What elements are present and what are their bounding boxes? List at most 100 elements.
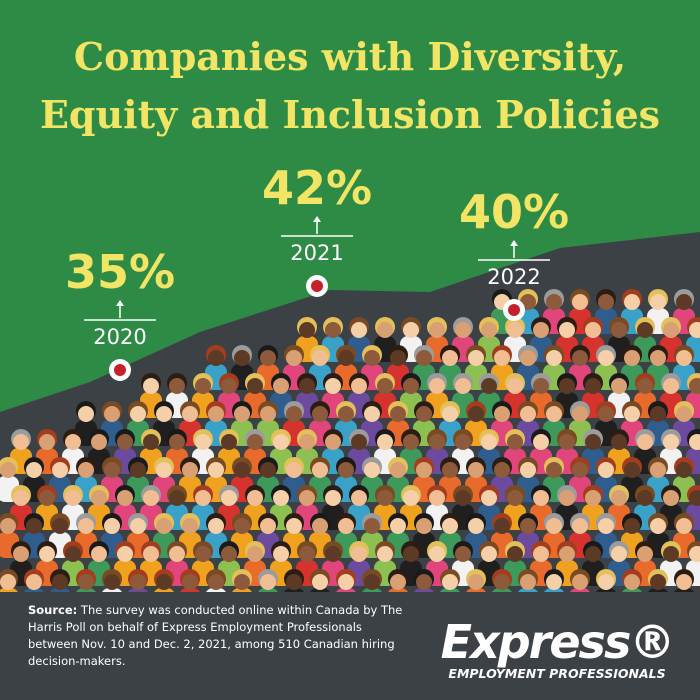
person-head <box>585 322 601 338</box>
person-head <box>130 574 146 590</box>
person-head <box>91 490 107 506</box>
point <box>508 304 520 316</box>
person-head <box>26 462 42 478</box>
person-head <box>26 574 42 590</box>
logo-tagline: EMPLOYMENT PROFESSIONALS <box>448 666 666 681</box>
person-head <box>156 518 172 534</box>
person-head <box>143 546 159 562</box>
person-head <box>533 490 549 506</box>
person-head <box>312 350 328 366</box>
source-label: Source: <box>28 603 78 617</box>
person-head <box>611 546 627 562</box>
person-head <box>585 434 601 450</box>
person-head <box>650 406 666 422</box>
person-head <box>455 490 471 506</box>
source-note: Source: The survey was conducted online … <box>28 602 408 670</box>
person-head <box>273 378 289 394</box>
chart-title: Companies with Diversity, Equity and Inc… <box>39 34 661 137</box>
person-head <box>442 518 458 534</box>
person-head <box>247 546 263 562</box>
person-head <box>390 574 406 590</box>
person-head <box>0 462 16 478</box>
person-head <box>663 490 679 506</box>
arrow-head <box>313 216 321 222</box>
person-head <box>507 378 523 394</box>
person-head <box>91 434 107 450</box>
person-head <box>403 490 419 506</box>
person-head <box>52 462 68 478</box>
person-head <box>546 406 562 422</box>
person-head <box>104 406 120 422</box>
person-head <box>481 546 497 562</box>
person-head <box>611 490 627 506</box>
person-head <box>351 490 367 506</box>
person-head <box>377 378 393 394</box>
person-head <box>299 378 315 394</box>
person-head <box>429 378 445 394</box>
person-head <box>156 462 172 478</box>
crowd <box>0 289 700 614</box>
person-head <box>65 434 81 450</box>
person-head <box>676 350 692 366</box>
person-head <box>572 518 588 534</box>
person-head <box>65 546 81 562</box>
person-head <box>234 518 250 534</box>
person-head <box>507 322 523 338</box>
person-head <box>689 434 700 450</box>
person-head <box>260 518 276 534</box>
person-head <box>650 518 666 534</box>
person-head <box>689 322 700 338</box>
person-head <box>455 378 471 394</box>
person-head <box>208 462 224 478</box>
person-head <box>325 546 341 562</box>
person-head <box>559 546 575 562</box>
person-head <box>507 490 523 506</box>
person-head <box>650 574 666 590</box>
person-head <box>559 322 575 338</box>
person-head <box>494 350 510 366</box>
person-head <box>611 322 627 338</box>
person-head <box>650 294 666 310</box>
person-head <box>169 546 185 562</box>
person-head <box>260 406 276 422</box>
person-head <box>377 490 393 506</box>
person-head <box>156 574 172 590</box>
person-head <box>572 462 588 478</box>
person-head <box>637 490 653 506</box>
person-head <box>39 546 55 562</box>
person-head <box>299 490 315 506</box>
person-head <box>351 378 367 394</box>
person-head <box>182 518 198 534</box>
person-head <box>351 322 367 338</box>
person-head <box>247 434 263 450</box>
person-head <box>390 518 406 534</box>
person-head <box>39 434 55 450</box>
person-head <box>481 378 497 394</box>
person-head <box>182 574 198 590</box>
person-head <box>52 518 68 534</box>
person-head <box>468 350 484 366</box>
person-head <box>117 490 133 506</box>
person-head <box>403 378 419 394</box>
person-head <box>286 518 302 534</box>
person-head <box>351 434 367 450</box>
person-head <box>208 574 224 590</box>
point <box>114 364 126 376</box>
person-head <box>481 434 497 450</box>
person-head <box>117 546 133 562</box>
person-head <box>416 350 432 366</box>
person-head <box>156 406 172 422</box>
person-head <box>533 434 549 450</box>
person-head <box>312 462 328 478</box>
person-head <box>299 322 315 338</box>
person-head <box>507 434 523 450</box>
person-head <box>286 406 302 422</box>
person-head <box>325 434 341 450</box>
person-head <box>364 406 380 422</box>
person-head <box>130 406 146 422</box>
person-head <box>182 406 198 422</box>
person-head <box>598 462 614 478</box>
person-head <box>364 574 380 590</box>
person-head <box>65 490 81 506</box>
